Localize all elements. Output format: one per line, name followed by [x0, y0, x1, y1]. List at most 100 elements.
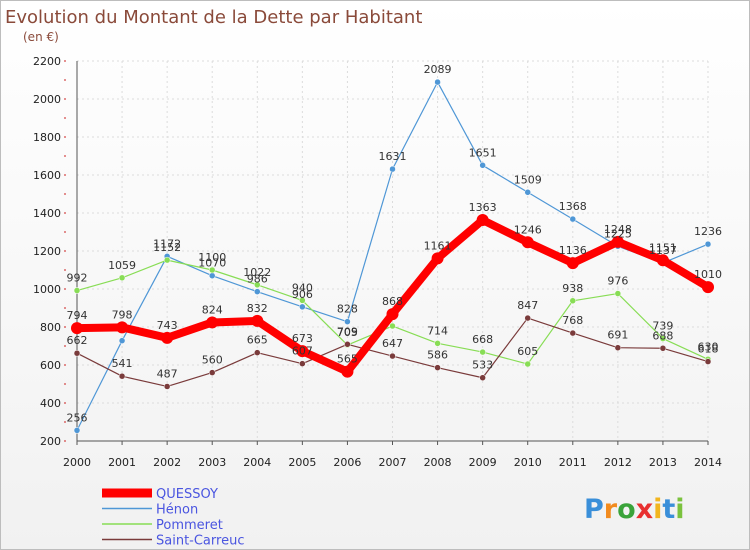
proxiti-logo: Proxiti [584, 494, 685, 525]
data-point [611, 235, 624, 248]
data-label: 1161 [424, 239, 452, 252]
y-tick-label: 200 [40, 435, 61, 448]
data-label: 256 [67, 411, 88, 424]
y-tick-label: 1600 [33, 169, 61, 182]
data-point [521, 236, 534, 249]
data-point [208, 266, 216, 274]
x-tick-label: 2007 [379, 456, 407, 469]
data-label: 1631 [379, 150, 407, 163]
data-point [389, 352, 396, 360]
data-point [434, 340, 441, 347]
data-point [524, 360, 531, 368]
data-label: 1010 [694, 268, 722, 281]
data-label: 565 [337, 353, 358, 366]
data-label: 1070 [198, 257, 226, 270]
data-point [73, 427, 81, 434]
data-label: 665 [247, 334, 268, 347]
data-label: 940 [292, 281, 313, 294]
data-point [614, 344, 622, 351]
data-point [434, 364, 441, 371]
data-label: 1152 [153, 241, 181, 254]
data-label: 768 [562, 314, 583, 327]
data-label: 691 [607, 329, 628, 342]
data-label: 906 [292, 288, 313, 301]
data-point [116, 321, 129, 334]
data-label: 586 [427, 349, 448, 362]
data-point [206, 316, 219, 329]
x-tick-label: 2006 [333, 456, 361, 469]
legend-entry: Saint-Carreuc [156, 534, 244, 549]
data-label: 1136 [559, 244, 587, 257]
data-label: 673 [292, 332, 313, 345]
data-point [208, 369, 216, 376]
data-label: 986 [247, 273, 268, 286]
x-tick-label: 2004 [243, 456, 271, 469]
data-point [386, 308, 399, 321]
data-point [118, 337, 126, 344]
y-tick-label: 1000 [33, 283, 61, 296]
data-label: 1100 [198, 251, 226, 264]
x-tick-label: 2001 [108, 456, 136, 469]
data-label: 1248 [604, 223, 632, 236]
data-point [344, 341, 351, 348]
data-label: 794 [67, 309, 88, 322]
data-point [389, 165, 396, 173]
y-tick-label: 400 [40, 397, 61, 410]
data-label: 1137 [649, 244, 677, 257]
data-label: 709 [337, 325, 358, 338]
data-point [434, 78, 441, 86]
data-label: 832 [247, 302, 268, 315]
chart-subtitle: (en €) [23, 30, 59, 44]
data-point [389, 322, 396, 330]
data-point [254, 281, 261, 289]
data-point [614, 290, 622, 297]
data-point [296, 345, 309, 358]
y-tick-label: 1200 [33, 245, 61, 258]
y-tick-label: 2000 [33, 93, 61, 106]
x-tick-label: 2012 [604, 456, 632, 469]
data-label: 647 [382, 337, 403, 350]
data-label: 1363 [469, 201, 497, 214]
data-label: 630 [698, 340, 719, 353]
data-point [163, 256, 171, 264]
data-point [251, 314, 264, 327]
data-point [299, 303, 306, 311]
data-label: 847 [517, 299, 538, 312]
data-label: 560 [202, 354, 223, 367]
data-label: 824 [202, 303, 223, 316]
data-point [702, 281, 714, 294]
data-point [524, 189, 531, 196]
data-point [479, 162, 486, 169]
data-point [704, 240, 712, 248]
data-point [479, 374, 486, 381]
x-tick-label: 2011 [559, 456, 587, 469]
data-label: 1022 [243, 266, 271, 279]
x-tick-label: 2002 [153, 456, 181, 469]
data-label: 1509 [514, 173, 542, 186]
series-lines [71, 78, 714, 434]
data-label: 607 [292, 345, 313, 358]
x-tick-label: 2000 [63, 456, 91, 469]
data-label: 487 [157, 367, 178, 380]
y-tick-label: 2200 [33, 55, 61, 68]
legend-entry: Hénon [156, 503, 198, 518]
data-label: 714 [427, 324, 448, 337]
data-point [163, 383, 171, 390]
data-point [569, 297, 577, 305]
legend-entry: QUESSOY [156, 487, 218, 502]
data-point [569, 329, 577, 337]
data-point [73, 287, 81, 294]
data-label: 688 [652, 329, 673, 342]
data-label: 1368 [559, 200, 587, 213]
data-label: 1236 [694, 225, 722, 238]
data-labels: 794 798 743 824 832 673 565 868 1161 1363 1246 1136… [67, 63, 723, 424]
data-point [208, 272, 216, 279]
data-label: 743 [157, 319, 178, 332]
data-point [524, 314, 531, 322]
axes: 200 400 600 800 1000 1200 1400 1600 1800 2000 2200… [33, 55, 722, 469]
data-point [254, 288, 261, 295]
data-point [479, 348, 486, 356]
x-tick-label: 2003 [198, 456, 226, 469]
data-point [299, 297, 306, 304]
